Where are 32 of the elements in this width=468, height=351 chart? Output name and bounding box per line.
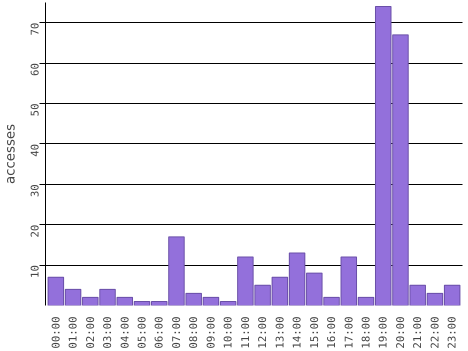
x-tick-label: 09:00 (204, 316, 218, 349)
y-tick-label: 50 (28, 103, 42, 116)
x-tick-label: 20:00 (394, 316, 407, 349)
x-tick-label: 00:00 (49, 316, 62, 349)
y-tick-label: 10 (28, 265, 42, 278)
x-tick-label: 12:00 (256, 316, 270, 349)
x-tick-label: 08:00 (187, 316, 200, 349)
x-tick-label: 15:00 (308, 316, 321, 349)
y-tick-label: 20 (28, 224, 42, 238)
x-tick-label: 23:00 (446, 316, 459, 349)
x-tick-label: 14:00 (290, 316, 304, 349)
x-tick-label: 02:00 (84, 316, 97, 349)
y-axis-title: accesses (4, 124, 18, 184)
x-tick-label: 21:00 (411, 316, 424, 349)
x-tick-label: 13:00 (273, 316, 286, 349)
x-tick-label: 19:00 (376, 316, 390, 349)
x-tick-label: 01:00 (66, 316, 80, 349)
x-tick-label: 04:00 (118, 316, 132, 349)
y-tick-label: 70 (28, 22, 42, 36)
x-tick-label: 06:00 (152, 316, 166, 349)
x-tick-label: 17:00 (342, 316, 356, 349)
x-tick-label: 18:00 (360, 316, 373, 349)
x-tick-label: 07:00 (170, 316, 183, 349)
x-tick-label: 11:00 (238, 316, 252, 349)
x-tick-label: 10:00 (222, 316, 235, 349)
x-tick-label: 03:00 (101, 316, 114, 349)
x-tick-label: 22:00 (428, 316, 442, 349)
y-tick-label: 60 (28, 63, 42, 76)
y-tick-label: 30 (28, 184, 42, 198)
y-tick-label: 40 (28, 144, 42, 157)
x-tick-label: 05:00 (135, 316, 148, 349)
x-tick-label: 16:00 (325, 316, 338, 349)
